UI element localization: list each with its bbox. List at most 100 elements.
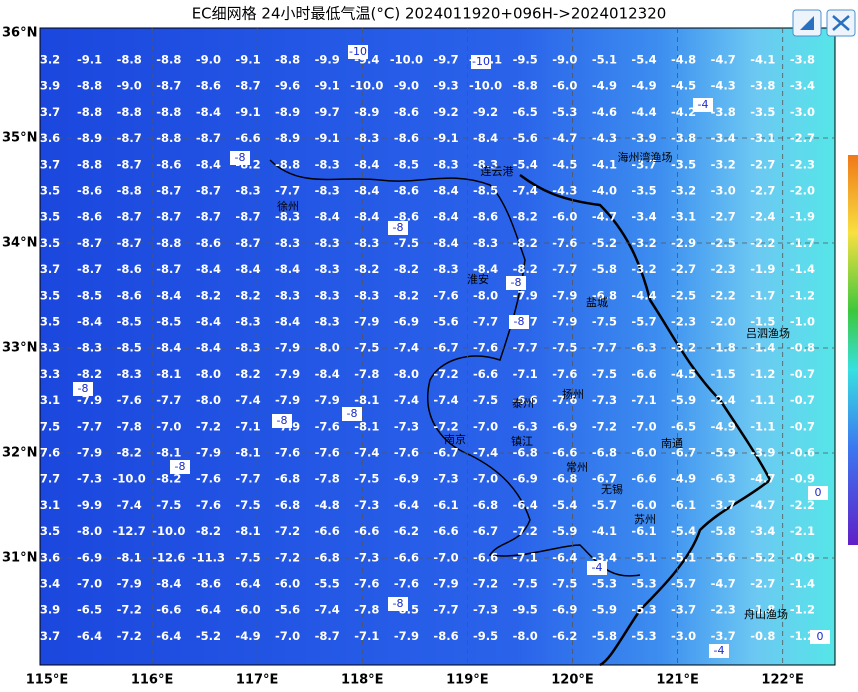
grid-value: -6.6 bbox=[631, 367, 656, 381]
contour-label: -8 bbox=[175, 460, 186, 473]
grid-value: -8.8 bbox=[117, 53, 142, 67]
grid-value: -8.3 bbox=[315, 262, 340, 276]
grid-value: -6.7 bbox=[592, 472, 617, 486]
contour-label-box bbox=[509, 315, 529, 329]
grid-value: -1.2 bbox=[790, 629, 815, 643]
grid-value: -0.7 bbox=[790, 419, 815, 433]
grid-value: -3.5 bbox=[750, 105, 775, 119]
grid-value: -7.6 bbox=[354, 577, 379, 591]
grid-value: -9.2 bbox=[473, 105, 498, 119]
grid-value: -9.3 bbox=[433, 79, 458, 93]
grid-value: -7.6 bbox=[473, 341, 498, 355]
grid-value: -6.6 bbox=[156, 603, 181, 617]
grid-value: -7.8 bbox=[117, 419, 142, 433]
grid-value: -8.5 bbox=[473, 184, 498, 198]
grid-value: -8.3 bbox=[354, 236, 379, 250]
grid-value: -8.1 bbox=[156, 446, 181, 460]
grid-value: -5.9 bbox=[552, 524, 577, 538]
grid-value: -6.8 bbox=[513, 446, 538, 460]
grid-value: -6.4 bbox=[235, 577, 260, 591]
grid-value: -7.5 bbox=[235, 550, 260, 564]
grid-value: -7.2 bbox=[117, 603, 142, 617]
grid-value: -0.9 bbox=[790, 472, 815, 486]
grid-value: 7.5 bbox=[40, 419, 60, 433]
grid-value: -7.0 bbox=[156, 419, 181, 433]
grid-value: -0.6 bbox=[790, 446, 815, 460]
grid-value: -0.7 bbox=[790, 367, 815, 381]
grid-value: -6.0 bbox=[631, 498, 656, 512]
grid-value: -4.7 bbox=[711, 53, 736, 67]
grid-value: -4.7 bbox=[552, 131, 577, 145]
grid-value: -8.2 bbox=[394, 288, 419, 302]
contour-label: -8 bbox=[511, 276, 522, 289]
grid-value: -8.0 bbox=[513, 629, 538, 643]
grid-value: -7.6 bbox=[394, 446, 419, 460]
grid-value: -8.7 bbox=[315, 629, 340, 643]
grid-value: -8.4 bbox=[315, 210, 340, 224]
grid-value: -6.8 bbox=[275, 498, 300, 512]
grid-value: -1.4 bbox=[790, 577, 815, 591]
lat-label: 31°N bbox=[2, 551, 37, 566]
grid-value: -8.3 bbox=[433, 157, 458, 171]
grid-value: -12.7 bbox=[113, 524, 146, 538]
grid-value: -6.6 bbox=[315, 524, 340, 538]
grid-value: -8.6 bbox=[117, 288, 142, 302]
grid-value: -2.7 bbox=[671, 262, 696, 276]
grid-value: -7.2 bbox=[513, 524, 538, 538]
grid-value: -7.6 bbox=[552, 236, 577, 250]
grid-value: -6.8 bbox=[592, 446, 617, 460]
grid-value: -6.1 bbox=[433, 498, 458, 512]
grid-value: 3.7 bbox=[40, 629, 60, 643]
grid-value: -3.0 bbox=[671, 629, 696, 643]
grid-value: -6.0 bbox=[552, 79, 577, 93]
grid-value: -5.1 bbox=[671, 550, 696, 564]
grid-value: -4.4 bbox=[631, 105, 656, 119]
grid-value: -4.3 bbox=[711, 79, 736, 93]
lat-label: 36°N bbox=[2, 26, 37, 41]
grid-value: -7.6 bbox=[275, 446, 300, 460]
contour-label-box bbox=[272, 414, 292, 428]
place-name: 连云港 bbox=[481, 165, 514, 178]
grid-value: -7.4 bbox=[433, 393, 458, 407]
grid-value: -7.8 bbox=[354, 603, 379, 617]
contour-label: -8 bbox=[393, 221, 404, 234]
grid-value: -9.1 bbox=[433, 131, 458, 145]
grid-value: -8.3 bbox=[315, 157, 340, 171]
grid-value: -9.0 bbox=[552, 53, 577, 67]
grid-value: -7.2 bbox=[433, 367, 458, 381]
grid-value: -6.7 bbox=[433, 341, 458, 355]
grid-value: -8.8 bbox=[513, 79, 538, 93]
expand-icon bbox=[800, 16, 814, 30]
grid-value: -8.8 bbox=[156, 236, 181, 250]
grid-value: -7.9 bbox=[77, 393, 102, 407]
grid-value: -10.0 bbox=[113, 472, 146, 486]
grid-value: -2.4 bbox=[750, 210, 775, 224]
grid-value: -5.4 bbox=[552, 498, 577, 512]
grid-value: -10.0 bbox=[390, 53, 423, 67]
place-name: 南京 bbox=[444, 432, 466, 446]
grid-value: -7.8 bbox=[354, 367, 379, 381]
grid-value: -9.2 bbox=[433, 105, 458, 119]
grid-value: -1.7 bbox=[790, 236, 815, 250]
lon-label: 119°E bbox=[446, 673, 489, 688]
grid-value: -7.5 bbox=[394, 236, 419, 250]
grid-value: -8.0 bbox=[315, 341, 340, 355]
grid-value: -9.9 bbox=[315, 53, 340, 67]
grid-value: -8.8 bbox=[156, 131, 181, 145]
place-name: 泰州 bbox=[512, 396, 534, 410]
contour-label-box bbox=[230, 151, 250, 165]
grid-value: -7.0 bbox=[631, 419, 656, 433]
grid-value: -8.3 bbox=[315, 315, 340, 329]
grid-value: -4.0 bbox=[592, 184, 617, 198]
grid-value: -8.6 bbox=[394, 105, 419, 119]
grid-value: -8.0 bbox=[473, 288, 498, 302]
grid-value: -8.6 bbox=[394, 184, 419, 198]
grid-value: -8.4 bbox=[196, 262, 221, 276]
grid-value: -6.6 bbox=[552, 446, 577, 460]
grid-value: -7.3 bbox=[77, 472, 102, 486]
grid-value: -8.4 bbox=[354, 184, 379, 198]
grid-value: -7.6 bbox=[196, 472, 221, 486]
grid-value: 3.7 bbox=[40, 157, 60, 171]
grid-value: -8.4 bbox=[156, 288, 181, 302]
